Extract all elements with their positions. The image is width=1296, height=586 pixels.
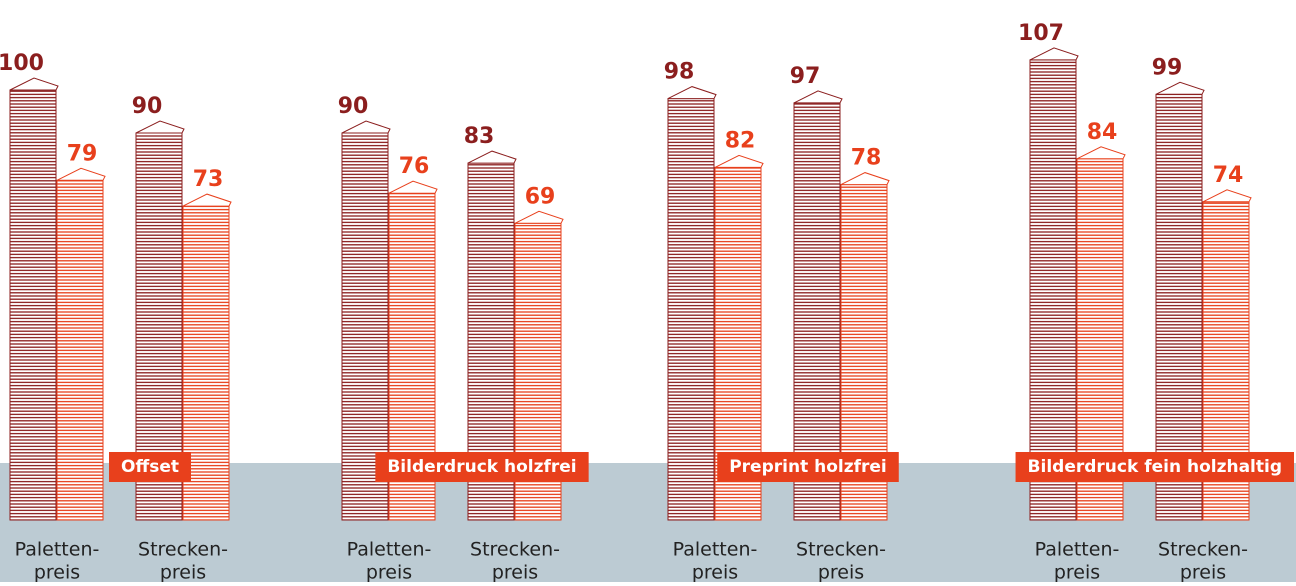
- paper-stack-bar: [57, 180, 103, 520]
- stack-top: [183, 194, 231, 206]
- stack-top: [715, 155, 763, 167]
- chart: 100 79 Paletten-preis 90 73 Strecken-preis 90 7…: [0, 0, 1296, 582]
- stack-top: [342, 121, 390, 133]
- value-label: 69: [525, 184, 556, 209]
- value-label: 76: [399, 154, 430, 179]
- value-label: 78: [851, 146, 882, 171]
- category-label: preis: [160, 562, 206, 583]
- stack-top: [841, 173, 889, 185]
- value-label: 98: [664, 60, 695, 85]
- stack-top: [1156, 82, 1204, 94]
- stack-top: [515, 211, 563, 223]
- stack-top: [468, 151, 516, 163]
- stack-top: [136, 121, 184, 133]
- stack-top: [10, 78, 58, 90]
- paper-stack-bar: [10, 90, 56, 520]
- value-label: 84: [1087, 120, 1118, 145]
- value-label: 90: [132, 94, 163, 119]
- category-label: Paletten-: [673, 539, 758, 561]
- stack-top: [668, 87, 716, 99]
- category-label: preis: [492, 562, 538, 583]
- stack-top: [57, 168, 105, 180]
- category-label: Strecken-: [138, 539, 228, 561]
- value-label: 100: [0, 51, 44, 76]
- paper-stack-bar: [1030, 60, 1076, 520]
- value-label: 90: [338, 94, 369, 119]
- group-label: Bilderdruck holzfrei: [387, 457, 576, 477]
- page: {"chart_data": {"type": "paper-stack", "…: [0, 0, 1296, 582]
- stack-top: [389, 181, 437, 193]
- stack-top: [794, 91, 842, 103]
- value-label: 73: [193, 167, 224, 192]
- category-label: preis: [1180, 562, 1226, 583]
- value-label: 82: [725, 128, 756, 153]
- category-label: Strecken-: [470, 539, 560, 561]
- category-label: preis: [692, 562, 738, 583]
- stack-top: [1030, 48, 1078, 60]
- value-label: 99: [1152, 55, 1183, 80]
- value-label: 74: [1213, 163, 1244, 188]
- category-label: Paletten-: [1035, 539, 1120, 561]
- value-label: 79: [67, 141, 98, 166]
- category-label: preis: [366, 562, 412, 583]
- group-label: Preprint holzfrei: [729, 457, 887, 477]
- category-label: preis: [34, 562, 80, 583]
- value-label: 97: [790, 64, 821, 89]
- group-label: Offset: [121, 457, 179, 477]
- category-label: Paletten-: [347, 539, 432, 561]
- category-label: Strecken-: [796, 539, 886, 561]
- stack-top: [1077, 147, 1125, 159]
- value-label: 83: [464, 124, 495, 149]
- category-label: preis: [1054, 562, 1100, 583]
- paper-stack-bar: [668, 99, 714, 520]
- category-label: Strecken-: [1158, 539, 1248, 561]
- category-label: Paletten-: [15, 539, 100, 561]
- value-label: 107: [1018, 21, 1064, 46]
- stack-top: [1203, 190, 1251, 202]
- group-label: Bilderdruck fein holzhaltig: [1028, 457, 1282, 477]
- category-label: preis: [818, 562, 864, 583]
